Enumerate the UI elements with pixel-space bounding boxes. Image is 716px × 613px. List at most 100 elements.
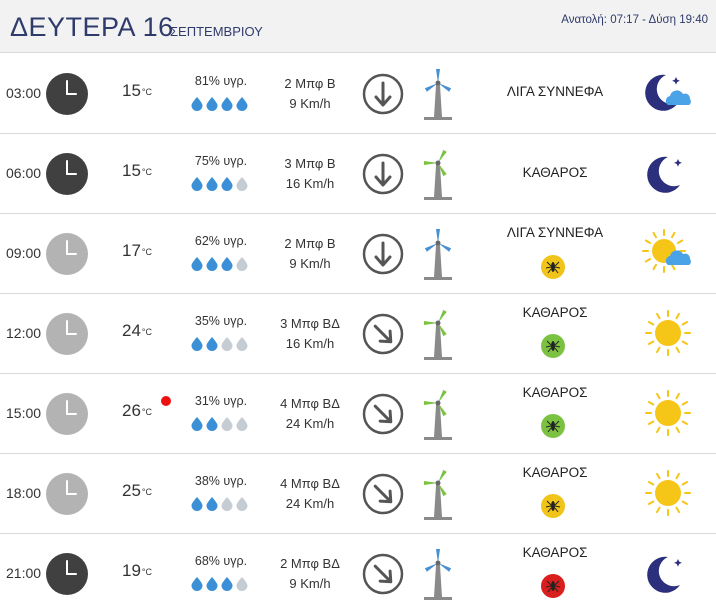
- humidity-drops-icon: [190, 335, 250, 351]
- wind-beaufort: 2 Μπφ Β: [284, 236, 336, 251]
- humidity-drop: [206, 337, 218, 351]
- humidity-drops-icon: [190, 95, 250, 111]
- temperature-value: 15: [122, 161, 141, 180]
- humidity-drops-icon: [190, 575, 250, 591]
- wind-info: 2 Μπφ Β 9 Km/h: [270, 74, 350, 114]
- time-label: 21:00: [6, 565, 42, 581]
- humidity-label: 75% υγρ.: [194, 154, 248, 168]
- temperature-value: 25: [122, 481, 141, 500]
- sunrise-sunset: Ανατολή: 07:17 - Δύση 19:40: [561, 14, 708, 26]
- humidity-drop: [221, 577, 233, 591]
- wind-speed: 24 Km/h: [285, 496, 335, 511]
- forecast-row: 12:00 24°C 35% υγρ. 3 Μπφ ΒΔ 16 Km/h ΚΑΘΑΡΟΣ: [0, 293, 716, 374]
- clock-icon: [46, 473, 88, 515]
- sun-cloud-icon: [640, 227, 696, 279]
- wind-beaufort: 2 Μπφ ΒΔ: [280, 556, 340, 571]
- wind-turbine-icon: [418, 467, 458, 521]
- sun-icon: [640, 307, 696, 359]
- humidity-drop: [206, 97, 218, 111]
- humidity-drop: [206, 257, 218, 271]
- temperature: 19°C: [122, 561, 152, 581]
- wind-beaufort: 3 Μπφ Β: [284, 156, 336, 171]
- wind-speed: 9 Km/h: [289, 96, 331, 111]
- humidity-drop: [206, 177, 218, 191]
- wind-speed: 9 Km/h: [289, 256, 331, 271]
- humidity-label: 81% υγρ.: [194, 74, 248, 88]
- clock-icon: [46, 393, 88, 435]
- wind-beaufort: 4 Μπφ ΒΔ: [280, 396, 340, 411]
- wind-info: 3 Μπφ ΒΔ 16 Km/h: [270, 314, 350, 354]
- temperature: 17°C: [122, 241, 152, 261]
- wind-speed: 24 Km/h: [285, 416, 335, 431]
- temperature-value: 26: [122, 401, 141, 420]
- time-label: 06:00: [6, 165, 42, 181]
- sun-icon: [640, 387, 696, 439]
- humidity-drop: [191, 97, 203, 111]
- wind-direction-arrow-icon: [362, 313, 404, 355]
- condition-label: ΚΑΘΑΡΟΣ: [522, 385, 588, 400]
- condition-label: ΚΑΘΑΡΟΣ: [522, 165, 588, 180]
- humidity-drop: [191, 177, 203, 191]
- temperature: 26°C: [122, 401, 152, 421]
- temperature-unit: °C: [141, 87, 153, 97]
- month-title: ΣΕΠΤΕΜΒΡΙΟΥ: [170, 24, 263, 39]
- humidity-drop: [206, 577, 218, 591]
- clock-icon: [46, 73, 88, 115]
- humidity-drop: [236, 497, 248, 511]
- moon-icon: [640, 147, 696, 199]
- humidity-label: 38% υγρ.: [194, 474, 248, 488]
- temperature: 25°C: [122, 481, 152, 501]
- wind-info: 2 Μπφ Β 9 Km/h: [270, 234, 350, 274]
- temperature-value: 17: [122, 241, 141, 260]
- clock-icon: [46, 153, 88, 195]
- temperature-value: 15: [122, 81, 141, 100]
- time-label: 12:00: [6, 325, 42, 341]
- wind-turbine-icon: [418, 147, 458, 201]
- time-label: 09:00: [6, 245, 42, 261]
- humidity-drop: [221, 97, 233, 111]
- alert-dot-icon: [161, 396, 171, 406]
- condition-label: ΚΑΘΑΡΟΣ: [522, 305, 588, 320]
- humidity-drop: [236, 97, 248, 111]
- wind-speed: 9 Km/h: [289, 576, 331, 591]
- temperature-unit: °C: [141, 567, 153, 577]
- humidity-drops-icon: [190, 175, 250, 191]
- temperature-value: 24: [122, 321, 141, 340]
- temperature-unit: °C: [141, 167, 153, 177]
- wind-info: 2 Μπφ ΒΔ 9 Km/h: [270, 554, 350, 594]
- condition-label: ΛΙΓΑ ΣΥΝΝΕΦΑ: [506, 84, 604, 99]
- temperature-unit: °C: [141, 327, 153, 337]
- moon-cloud-icon: [640, 67, 696, 119]
- wind-beaufort: 2 Μπφ Β: [284, 76, 336, 91]
- mosquito-icon: [541, 414, 565, 438]
- humidity-label: 31% υγρ.: [194, 394, 248, 408]
- moon-icon: [640, 547, 696, 599]
- day-title: ΔΕΥΤΕΡΑ 16: [10, 12, 174, 42]
- sun-icon: [640, 467, 696, 519]
- wind-speed: 16 Km/h: [285, 336, 335, 351]
- mosquito-icon: [541, 334, 565, 358]
- wind-direction-arrow-icon: [362, 233, 404, 275]
- temperature: 15°C: [122, 161, 152, 181]
- forecast-row: 18:00 25°C 38% υγρ. 4 Μπφ ΒΔ 24 Km/h ΚΑΘΑΡΟΣ: [0, 453, 716, 534]
- forecast-row: 09:00 17°C 62% υγρ. 2 Μπφ Β 9 Km/h ΛΙΓΑ ΣΥΝΝΕ…: [0, 213, 716, 294]
- forecast-row: 15:00 26°C 31% υγρ. 4 Μπφ ΒΔ 24 Km/h ΚΑΘΑΡΟΣ: [0, 373, 716, 454]
- temperature: 15°C: [122, 81, 152, 101]
- humidity-drops-icon: [190, 495, 250, 511]
- temperature-unit: °C: [141, 247, 153, 257]
- humidity-drop: [221, 257, 233, 271]
- humidity-drop: [206, 417, 218, 431]
- humidity-drops-icon: [190, 415, 250, 431]
- forecast-header: ΔΕΥΤΕΡΑ 16 ΣΕΠΤΕΜΒΡΙΟΥ Ανατολή: 07:17 - …: [0, 0, 716, 53]
- wind-info: 4 Μπφ ΒΔ 24 Km/h: [270, 474, 350, 514]
- humidity-drop: [191, 497, 203, 511]
- wind-turbine-icon: [418, 67, 458, 121]
- humidity-label: 62% υγρ.: [194, 234, 248, 248]
- humidity-drop: [221, 417, 233, 431]
- mosquito-icon: [541, 574, 565, 598]
- humidity-drops-icon: [190, 255, 250, 271]
- humidity-drop: [206, 497, 218, 511]
- wind-direction-arrow-icon: [362, 393, 404, 435]
- wind-direction-arrow-icon: [362, 473, 404, 515]
- temperature-unit: °C: [141, 407, 153, 417]
